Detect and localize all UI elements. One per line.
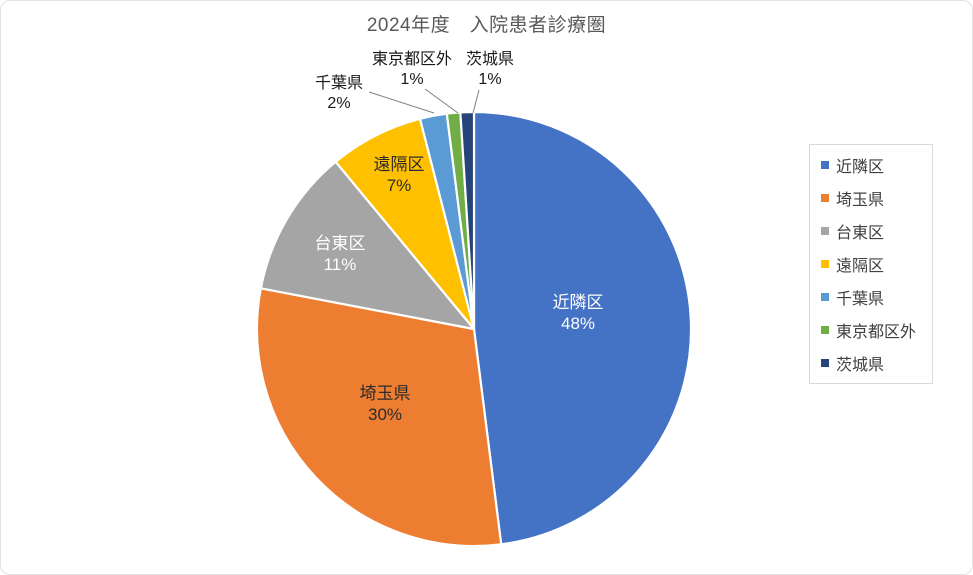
legend-label: 千葉県	[836, 291, 885, 309]
legend-swatch	[821, 226, 829, 235]
leader-line-ibaraki	[472, 89, 480, 114]
legend-item-ibaraki[interactable]: 茨城県	[821, 351, 928, 375]
legend-swatch	[821, 293, 829, 302]
legend-item-chiba[interactable]: 千葉県	[821, 285, 928, 309]
legend-label: 近隣区	[836, 158, 885, 176]
legend-swatch	[821, 259, 829, 268]
leader-line-tokyo-outside	[424, 88, 459, 114]
legend-label: 遠隔区	[836, 257, 885, 275]
legend-item-tokyo-outside[interactable]: 東京都区外	[821, 318, 928, 342]
legend-swatch	[821, 359, 829, 368]
legend-item-saitama[interactable]: 埼玉県	[821, 186, 928, 210]
legend-swatch	[821, 326, 829, 335]
legend-label: 茨城県	[836, 357, 885, 375]
legend-swatch	[821, 193, 829, 202]
chart-title: 2024年度 入院患者診療圏	[366, 15, 607, 36]
legend-label: 台東区	[836, 224, 885, 242]
pie-slice-2[interactable]	[259, 160, 476, 331]
pie-slice-1[interactable]	[255, 287, 503, 548]
legend-swatch	[821, 160, 829, 169]
pie-slice-0[interactable]	[472, 110, 693, 546]
pie-slice-6[interactable]	[459, 110, 476, 331]
legend-item-nearby-wards[interactable]: 近隣区	[821, 153, 928, 177]
legend-item-distant-wards[interactable]: 遠隔区	[821, 252, 928, 276]
legend-label: 埼玉県	[836, 191, 885, 209]
legend-label: 東京都区外	[836, 324, 917, 342]
leader-line-chiba	[368, 91, 435, 114]
pie-slices-group	[255, 110, 693, 548]
legend-item-taito[interactable]: 台東区	[821, 219, 928, 243]
legend: 近隣区 埼玉県 台東区 遠隔区 千葉県 東京都区外 茨城県	[809, 144, 933, 384]
leader-lines	[368, 88, 480, 114]
